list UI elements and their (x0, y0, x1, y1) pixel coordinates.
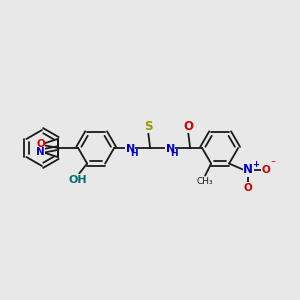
Text: N: N (243, 163, 253, 176)
Text: H: H (130, 148, 138, 158)
Text: O: O (262, 165, 271, 175)
Text: +: + (252, 160, 259, 169)
Text: N: N (125, 144, 135, 154)
Text: ⁻: ⁻ (271, 160, 276, 170)
Text: OH: OH (69, 175, 88, 184)
Text: O: O (36, 139, 45, 148)
Text: N: N (36, 147, 45, 158)
Text: O: O (244, 183, 253, 193)
Text: CH₃: CH₃ (197, 177, 214, 186)
Text: N: N (166, 144, 175, 154)
Text: H: H (170, 148, 178, 158)
Text: S: S (144, 119, 152, 133)
Text: O: O (183, 119, 193, 133)
